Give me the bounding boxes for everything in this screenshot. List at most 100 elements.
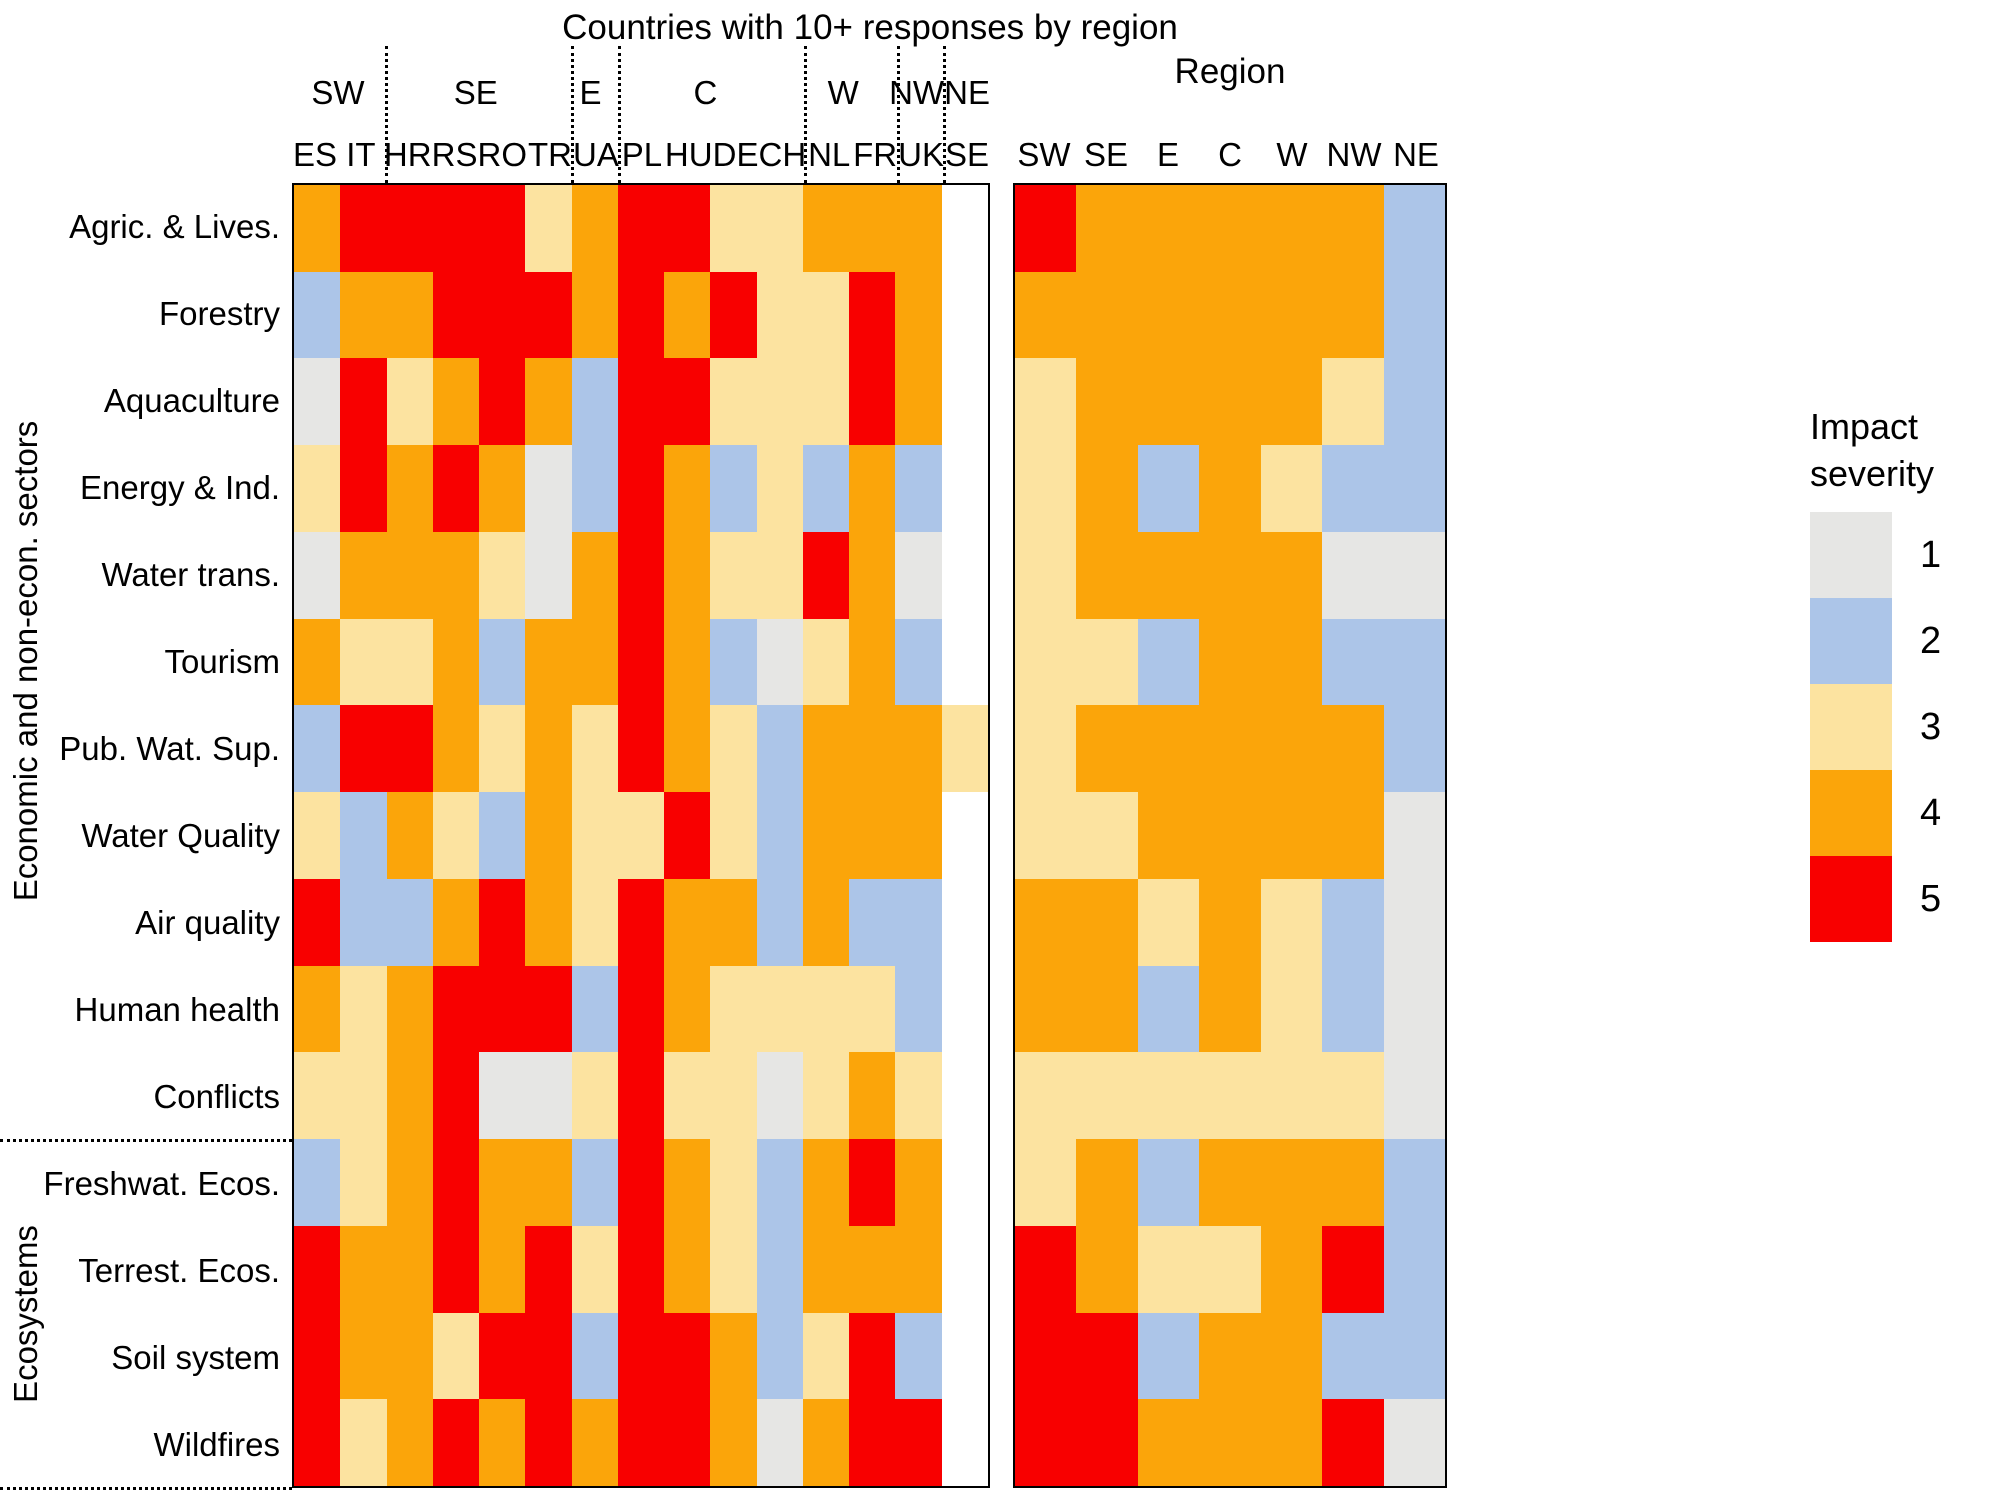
heatmap-cell (1199, 1139, 1261, 1226)
heatmap-cell (895, 1312, 942, 1400)
heatmap-cell (294, 185, 341, 272)
heatmap-cell (1383, 358, 1445, 446)
heatmap-cell (802, 618, 850, 706)
heatmap-cell (664, 1399, 711, 1486)
heatmap-cell (386, 1139, 433, 1226)
heatmap-cell (1260, 271, 1323, 359)
heatmap-cell (664, 1312, 711, 1400)
legend-entry: 5 (1810, 856, 1941, 942)
heatmap-cell (1322, 271, 1384, 359)
heatmap-cell (525, 185, 572, 272)
heatmap-cell (479, 1052, 526, 1140)
group-label-economic-sectors: Economic and non-econ. sectors (7, 420, 44, 902)
heatmap-cell (1076, 445, 1138, 532)
heatmap-cell (479, 705, 526, 793)
heatmap-cell (340, 358, 387, 446)
heatmap-cell (941, 1139, 988, 1226)
heatmap-cell (386, 445, 433, 532)
heatmap-cell (849, 1139, 896, 1226)
heatmap-cell (340, 1139, 387, 1226)
heatmap-cell (664, 445, 711, 532)
country-code-ua: UA (573, 136, 619, 173)
heatmap-cell (895, 1399, 942, 1486)
heatmap-cell (432, 531, 480, 619)
heatmap-cell (571, 1399, 618, 1486)
heatmap-cell (1199, 792, 1261, 879)
sector-label: Wildfires (153, 1425, 280, 1463)
heatmap-cell (525, 1399, 572, 1486)
heatmap-cell (849, 1225, 896, 1313)
heatmap-cell (802, 705, 850, 793)
heatmap-cell (802, 271, 850, 359)
heatmap-cell (525, 792, 572, 879)
country-code-uk: UK (898, 136, 944, 173)
heatmap-cell (294, 878, 341, 966)
heatmap-cell (802, 445, 850, 532)
group-separator-line (896, 46, 900, 183)
heatmap-cell (941, 358, 988, 446)
heatmap-cell (617, 531, 665, 619)
heatmap-cell (432, 1139, 480, 1226)
heatmap-cell (1260, 185, 1323, 272)
legend-level-label: 4 (1920, 791, 1942, 834)
heatmap-cell (941, 1052, 988, 1140)
heatmap-cell (432, 1312, 480, 1400)
heatmap-cell (617, 792, 665, 879)
heatmap-cell (1383, 531, 1445, 619)
heatmap-cell (525, 1225, 572, 1313)
heatmap-cell (895, 531, 942, 619)
heatmap-cell (1076, 1225, 1138, 1313)
heatmap-cell (1199, 618, 1261, 706)
heatmap-cell (432, 1225, 480, 1313)
region-code-nw: NW (1326, 136, 1382, 173)
legend-title-line1: Impact (1810, 406, 1919, 447)
heatmap-cell (941, 705, 988, 793)
heatmap-cell (664, 1052, 711, 1140)
heatmap-cell (710, 531, 757, 619)
heatmap-cell (340, 185, 387, 272)
heatmap-cell (1260, 878, 1323, 966)
heatmap-cell (1199, 531, 1261, 619)
heatmap-cell (664, 1225, 711, 1313)
heatmap-cell (710, 271, 757, 359)
region-code-sw: SW (1017, 136, 1071, 173)
heatmap-cell (756, 358, 803, 446)
heatmap-cell (1322, 965, 1384, 1053)
heatmap-cell (525, 618, 572, 706)
heatmap-cell (479, 1312, 526, 1400)
heatmap-cell (710, 358, 757, 446)
legend-entry: 2 (1810, 598, 1941, 684)
heatmap-cell (479, 1139, 526, 1226)
heatmap-cell (1322, 705, 1384, 793)
heatmap-cell (895, 965, 942, 1053)
country-code-tr: TR (528, 136, 572, 173)
heatmap-cell (849, 271, 896, 359)
heatmap-cell (849, 705, 896, 793)
heatmap-cell (525, 1139, 572, 1226)
heatmap-cell (664, 185, 711, 272)
heatmap-cell (802, 1312, 850, 1400)
country-code-nl: NL (808, 136, 851, 173)
country-code-hu: HU (664, 136, 713, 173)
heatmap-cell (1015, 1312, 1077, 1400)
heatmap-cell (386, 705, 433, 793)
heatmap-cell (617, 358, 665, 446)
heatmap-cell (525, 1052, 572, 1140)
heatmap-cell (1383, 1139, 1445, 1226)
heatmap-cell (386, 531, 433, 619)
region-group-label-e: E (579, 74, 602, 111)
heatmap-cell (1322, 878, 1384, 966)
heatmap-cell (1260, 618, 1323, 706)
legend-level-label: 5 (1920, 877, 1942, 920)
heatmap-cell (1383, 1312, 1445, 1400)
heatmap-cell (664, 271, 711, 359)
heatmap-cell (617, 445, 665, 532)
heatmap-cell (1322, 445, 1384, 532)
sector-label: Tourism (164, 642, 280, 680)
heatmap-cell (849, 531, 896, 619)
country-code-hr: HR (383, 136, 432, 173)
heatmap-cell (617, 965, 665, 1053)
heatmap-cell (1015, 705, 1077, 793)
heatmap-cell (294, 271, 341, 359)
heatmap-cell (479, 358, 526, 446)
